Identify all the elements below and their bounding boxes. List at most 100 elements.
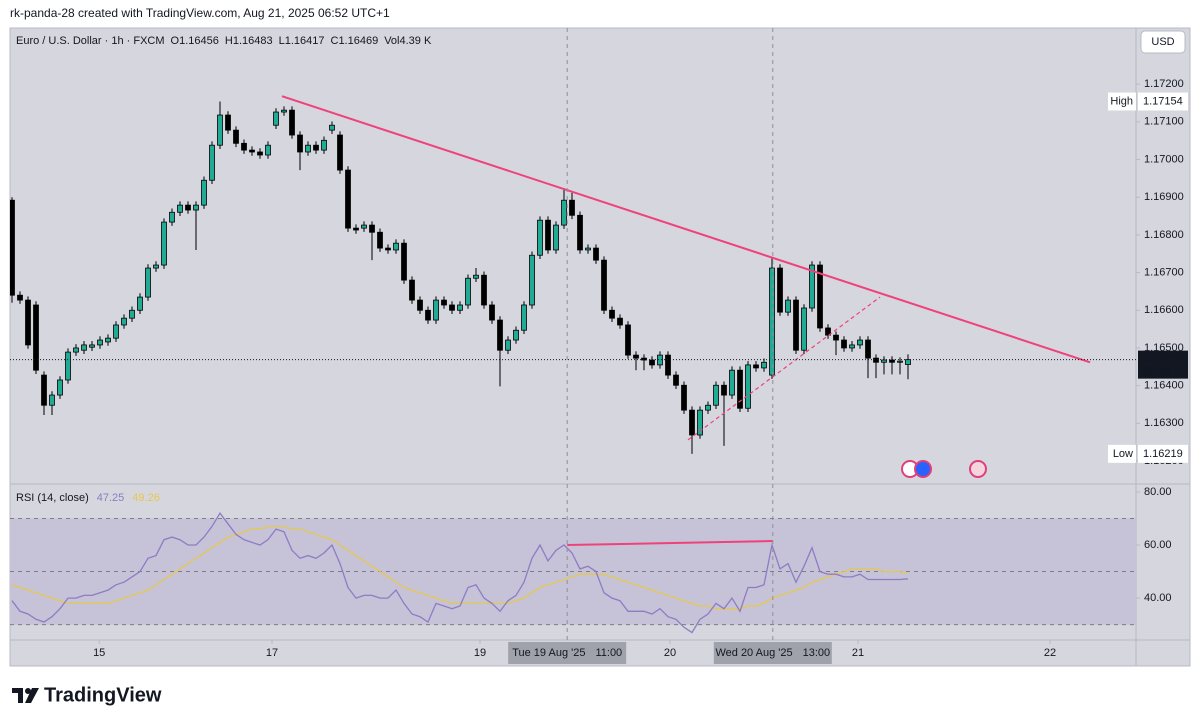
rsi-title: RSI (14, close) [16,492,89,504]
candle-body [553,224,559,251]
candle-body [673,374,679,386]
candle-body [593,247,599,261]
rsi-y-tick-label: 60.00 [1144,539,1172,551]
candle-body [129,309,135,319]
ohlc-value: 1.16456 [179,35,219,47]
crosshair-time: 13:00 [803,647,831,659]
event-icon[interactable] [914,460,932,478]
candle-body [617,317,623,326]
symbol: Euro / U.S. Dollar · 1h · FXCM [16,35,165,47]
crosshair-date: Tue 19 Aug '25 [512,647,585,659]
candle-body [345,169,351,229]
countdown: 07:48 [1143,366,1171,378]
crosshair-label: Tue 19 Aug '25 11:00 [512,647,622,659]
badge-value: 1.17154 [1143,95,1183,107]
candle-body [249,149,255,153]
candle-body [737,369,743,409]
candle-body [457,304,463,311]
rsi-y-tick-label: 40.00 [1144,592,1172,604]
candle-body [121,317,127,326]
candle-body [841,339,847,349]
candle-body [873,357,879,363]
y-tick-label: 1.16400 [1144,380,1184,392]
y-tick-label: 1.16600 [1144,304,1184,316]
candle-body [41,374,47,406]
candle-body [297,134,303,153]
candle-body [513,329,519,341]
ohlc-value: 1.16483 [233,35,273,47]
currency-button[interactable] [1140,30,1186,54]
attribution: rk-panda-28 created with TradingView.com… [10,6,390,20]
candle-body [713,384,719,406]
candle-body [809,264,815,309]
badge-label-box [1108,92,1136,111]
trendline [281,95,1091,364]
candle-body [10,199,15,296]
candle-body [417,299,423,311]
candle-body [745,364,751,409]
candle-body [233,129,239,144]
rsi-value: 47.25 [97,492,125,504]
candle-body [649,359,655,366]
rsi-line [11,512,909,634]
badge-box [1138,92,1188,111]
candle-body [897,360,903,363]
y-tick-label: 1.17000 [1144,153,1184,165]
candle-body [569,199,575,216]
crosshair-time: 11:00 [595,647,622,659]
ohlc-value: 1.16469 [338,35,378,47]
current-price: 1.16469 [1143,353,1183,365]
candle-body [545,219,551,251]
candle-body [849,344,855,349]
candle-body [89,344,95,348]
rsi-legend: RSI (14, close) 47.25 49.26 [16,492,160,504]
candle-body [273,111,279,126]
x-tick-label: 22 [1044,647,1056,659]
candle-body [209,144,215,181]
candle-body [561,199,567,226]
crosshair-label-box [713,642,832,664]
candle-body [681,384,687,411]
candle-body [289,109,295,136]
crosshair-label: Wed 20 Aug '25 13:00 [715,647,830,659]
trendline [687,296,881,441]
candle-body [497,319,503,351]
candle-body [33,304,39,371]
candle-body [753,364,759,369]
candle-body [393,242,399,251]
candle-body [601,259,607,311]
event-icon[interactable] [969,460,987,478]
candle-body [337,134,343,171]
candle-body [721,384,727,396]
candle-body [73,347,79,353]
candle-body [81,344,87,351]
candle-body [785,299,791,313]
candle-body [145,267,151,298]
badge-value: 1.16219 [1143,448,1183,460]
badge-label-box [1108,444,1136,463]
candle-body [881,359,887,363]
crosshair-label-box [508,642,627,664]
event-icons[interactable] [901,460,987,478]
candle-body [313,144,319,151]
candle-body [369,224,375,233]
candle-body [529,254,535,306]
candle-body [65,351,71,381]
legend: Euro / U.S. Dollar · 1h · FXCM O1.16456 H1… [16,35,432,47]
candle-body [185,204,191,211]
rsi-trendline [567,540,773,547]
candle-body [113,324,119,339]
candle-body [585,247,591,251]
candle-body [657,354,663,366]
rsi-y-tick-label: 80.00 [1144,486,1172,498]
badge-label: Low [1113,448,1133,460]
candle-body [697,409,703,436]
candle-body [825,327,831,336]
y-tick-label: 1.16300 [1144,417,1184,429]
y-tick-label: 1.16700 [1144,266,1184,278]
current-price-box [1138,350,1188,379]
currency-label[interactable]: USD [1151,36,1174,48]
candle-body [137,296,143,311]
